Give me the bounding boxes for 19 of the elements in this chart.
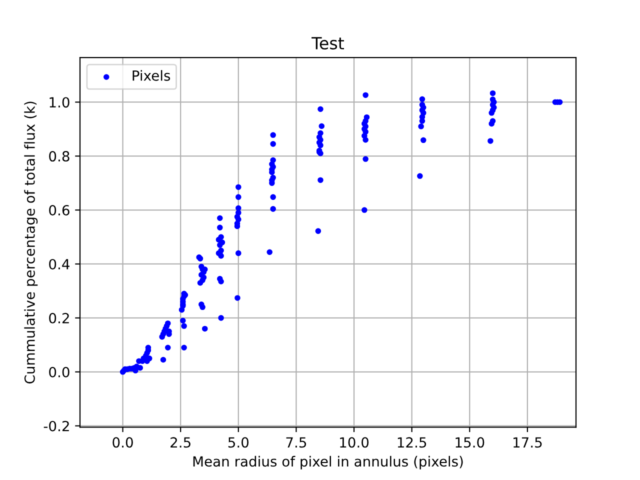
x-tick-label: 12.5	[398, 437, 426, 448]
x-tick-label: 5.0	[228, 437, 249, 448]
x-tick-label: 7.5	[286, 437, 306, 448]
y-tick-label: 1.0	[50, 97, 70, 108]
y-axis-title: Cummulative percentage of total flux (k)	[24, 102, 38, 384]
x-tick-label: 10.0	[340, 437, 369, 448]
chart-title: Test	[312, 37, 344, 50]
y-tick-label: 0.0	[49, 366, 70, 378]
legend-label: Pixels	[132, 70, 170, 81]
x-tick-label: 0.0	[112, 437, 133, 448]
x-axis-title: Mean radius of pixel in annulus (pixels)	[193, 456, 463, 470]
y-tick-label: 0.8	[49, 151, 70, 162]
y-tick-label: 0.6	[49, 204, 70, 216]
y-tick-label: 0.4	[49, 258, 70, 270]
y-tick-label: 0.2	[49, 312, 69, 324]
x-tick-label: 15.0	[456, 437, 484, 448]
x-tick-label: 17.5	[514, 437, 542, 448]
x-tick-label: 2.5	[170, 437, 190, 448]
y-tick-label: -0.2	[44, 420, 69, 432]
